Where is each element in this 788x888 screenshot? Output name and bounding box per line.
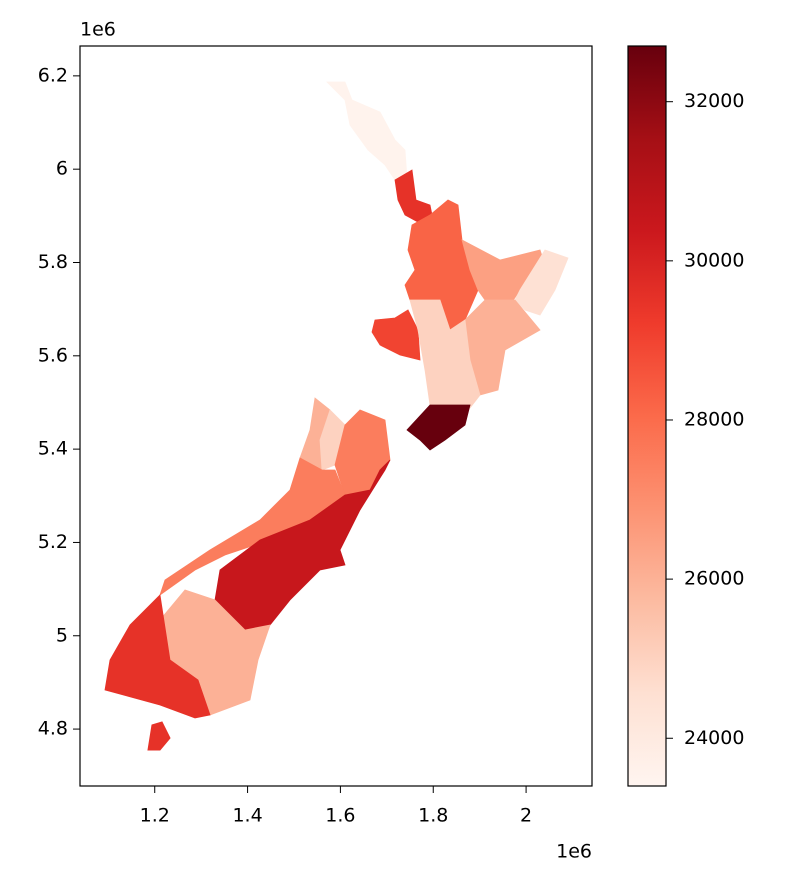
- plot-frame: [79, 45, 593, 787]
- y-tick-label: 5.8: [38, 251, 68, 273]
- y-tick-label: 4.8: [38, 718, 68, 740]
- region: [326, 81, 408, 181]
- region: [214, 459, 391, 631]
- colorbar: [627, 45, 667, 787]
- colorbar-tick-label: 28000: [684, 408, 744, 430]
- region: [159, 457, 346, 597]
- region: [406, 404, 471, 451]
- colorbar-tick-label: 24000: [684, 727, 744, 749]
- x-tick-label: 2: [520, 805, 532, 827]
- x-tick-label: 1.2: [140, 805, 170, 827]
- y-tick-label: 6.2: [38, 64, 68, 86]
- region: [394, 169, 433, 223]
- region: [104, 594, 211, 719]
- region: [409, 299, 481, 409]
- region: [147, 721, 171, 751]
- y-tick-label: 5.6: [38, 344, 68, 366]
- x-tick-label: 1.8: [418, 805, 448, 827]
- region: [514, 249, 569, 316]
- y-tick-label: 5.4: [38, 438, 68, 460]
- colorbar-tick-label: 26000: [684, 568, 744, 590]
- region: [319, 409, 346, 471]
- region: [461, 239, 546, 306]
- x-offset-label: 1e6: [556, 841, 592, 863]
- x-tick-label: 1.4: [232, 805, 262, 827]
- y-tick-label: 6: [56, 158, 68, 180]
- colorbar-tick-label: 30000: [684, 249, 744, 271]
- colorbar-tick-label: 32000: [684, 90, 744, 112]
- y-offset-label: 1e6: [80, 19, 116, 41]
- y-tick-label: 5.2: [38, 531, 68, 553]
- region: [371, 309, 421, 361]
- x-tick-label: 1.6: [325, 805, 355, 827]
- regions: [104, 81, 569, 751]
- y-tick-label: 5: [56, 624, 68, 646]
